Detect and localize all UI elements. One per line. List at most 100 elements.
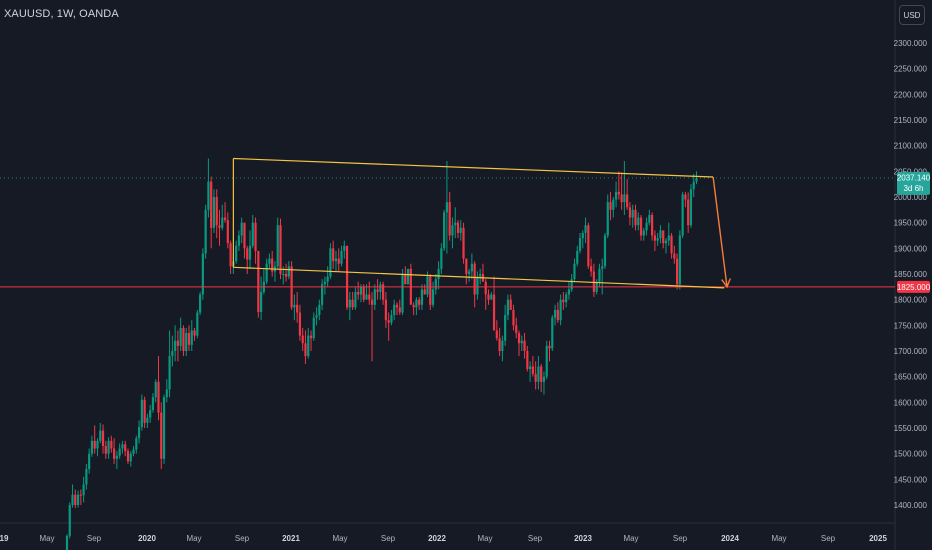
candle-body	[365, 294, 368, 300]
candle-body	[395, 304, 399, 308]
candle-body	[282, 274, 285, 275]
candle-body	[617, 191, 620, 195]
candle	[290, 261, 293, 310]
candle-body	[104, 445, 107, 454]
candle-body	[118, 448, 121, 456]
candle-body	[384, 299, 387, 321]
candle	[415, 297, 418, 316]
candle-body	[454, 222, 457, 226]
candle-body	[678, 235, 681, 285]
candle	[623, 161, 626, 215]
candle	[218, 209, 221, 246]
candle	[651, 212, 654, 241]
candle-body	[484, 281, 487, 295]
candle-body	[370, 299, 374, 305]
candle	[265, 258, 268, 285]
candle-body	[467, 271, 471, 274]
candle-body	[651, 214, 654, 236]
candle	[96, 438, 99, 457]
candle-body	[146, 417, 149, 423]
candle	[451, 217, 454, 249]
candle-body	[168, 356, 171, 390]
channel-upper-line	[233, 157, 714, 178]
candle	[581, 230, 584, 249]
x-tick-label: Sep	[821, 534, 836, 543]
candle	[323, 276, 326, 295]
candle-body	[648, 214, 651, 223]
candle-body	[506, 299, 510, 316]
candle	[412, 302, 415, 316]
candle-body	[212, 197, 216, 228]
candle-body	[223, 217, 227, 221]
candle	[204, 204, 207, 259]
candle-body	[179, 327, 182, 346]
candle	[404, 266, 407, 285]
candle	[132, 445, 135, 457]
candle-body	[406, 268, 410, 285]
candle-body	[573, 263, 576, 280]
candle-body	[553, 309, 557, 318]
candle-body	[187, 333, 191, 345]
candle-body	[154, 381, 157, 398]
candle-body	[645, 222, 648, 231]
candle-body	[304, 343, 307, 357]
candle-body	[603, 235, 607, 267]
candle	[612, 197, 615, 218]
candle-body	[537, 366, 540, 382]
candle	[307, 327, 310, 359]
candle-body	[329, 248, 332, 277]
candle	[673, 245, 676, 264]
candle-body	[675, 258, 679, 285]
candle	[656, 232, 659, 246]
candle-body	[379, 284, 382, 292]
candle-body	[326, 276, 329, 282]
candle-body	[681, 194, 684, 236]
candle	[501, 335, 504, 362]
candle	[634, 204, 637, 231]
candle	[398, 299, 401, 316]
currency-button[interactable]: USD	[899, 5, 925, 25]
candle-body	[196, 312, 199, 336]
candle	[357, 281, 360, 300]
candle	[332, 240, 335, 269]
candle-body	[132, 449, 135, 454]
y-tick-label: 1800.000	[894, 296, 928, 305]
candle-body	[656, 238, 659, 241]
candle-body	[215, 197, 218, 226]
candle	[653, 230, 656, 251]
candle-body	[387, 320, 390, 323]
candle-body	[531, 366, 534, 375]
candle	[459, 220, 462, 241]
candle-body	[174, 340, 177, 351]
y-tick-label: 2000.000	[894, 193, 928, 202]
candle	[487, 289, 490, 305]
candle	[659, 225, 662, 244]
candle-body	[68, 505, 71, 536]
candle-body	[570, 279, 573, 290]
candle-body	[440, 248, 443, 269]
candle	[221, 204, 224, 231]
candle-body	[373, 289, 376, 305]
x-tick-label: 2020	[138, 534, 156, 543]
candle-body	[609, 202, 612, 210]
candle-body	[448, 202, 451, 236]
candle	[296, 291, 299, 323]
candle-body	[176, 340, 180, 346]
candle-body	[548, 345, 551, 349]
candle	[223, 202, 227, 223]
candle-body	[74, 494, 77, 505]
candle	[143, 396, 146, 428]
candle	[160, 402, 163, 470]
candle	[334, 250, 338, 272]
candle-body	[185, 333, 188, 351]
candle	[198, 291, 202, 316]
candle	[107, 437, 110, 459]
candle	[387, 312, 390, 341]
candle	[301, 327, 304, 351]
candle-body	[631, 209, 634, 218]
candle-body	[642, 230, 645, 236]
candle-body	[284, 274, 288, 277]
candle-body	[404, 274, 407, 285]
candle	[584, 217, 587, 244]
